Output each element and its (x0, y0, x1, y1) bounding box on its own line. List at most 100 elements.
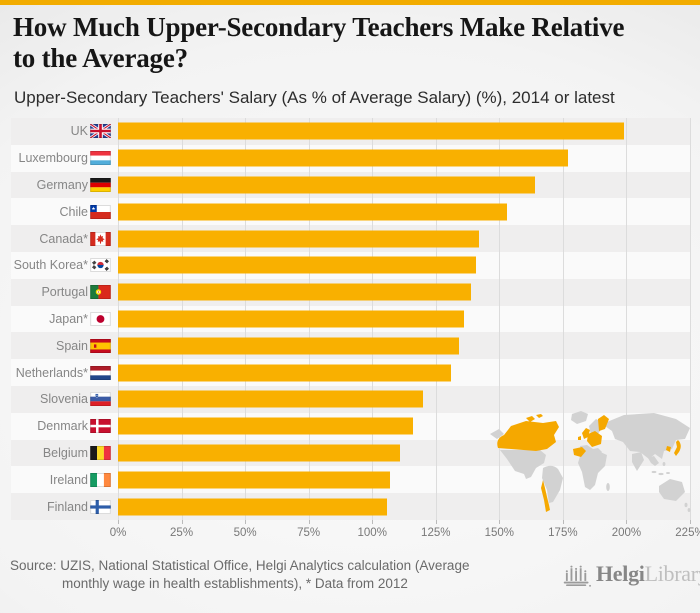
bar-track (118, 386, 690, 413)
table-row: Finland (11, 493, 690, 520)
country-label: Finland (47, 499, 88, 514)
flag-de-icon (90, 177, 111, 192)
bar-track (118, 279, 690, 306)
x-axis: 0% 25% 50% 75% 100% 125% 150% 175% 200% 225% (110, 527, 700, 543)
page-subtitle: Upper-Secondary Teachers' Salary (As % o… (14, 88, 615, 107)
country-label: Japan* (49, 311, 88, 326)
table-row: Portugal (11, 279, 690, 306)
flag-ie-icon (90, 472, 111, 487)
bar-si (118, 390, 424, 408)
country-label: Portugal (41, 285, 88, 300)
flag-es-icon (90, 338, 111, 353)
bar-track (118, 306, 690, 333)
flag-dk-icon (90, 419, 111, 434)
x-axis-tick-label: 125% (421, 527, 451, 539)
bar-chart: UK Luxembourg Germany Chile Canada* South Kor… (11, 118, 690, 520)
flag-ca-icon (90, 231, 111, 246)
country-label: Canada* (39, 231, 88, 246)
bar-track (118, 466, 690, 493)
source-note: Source: UZIS, National Statistical Offic… (10, 558, 470, 591)
country-label: Germany (36, 177, 88, 192)
x-axis-tick-label: 200% (611, 527, 642, 539)
table-row: Ireland (11, 466, 690, 493)
country-label: Chile (59, 204, 89, 219)
bar-track (118, 145, 690, 172)
bar-ie (118, 471, 391, 489)
country-label: Slovenia (40, 392, 88, 407)
x-axis-tick-label: 75% (297, 527, 321, 539)
x-axis-tick-label: 50% (233, 527, 257, 539)
x-axis-tick-label: 150% (484, 527, 515, 539)
table-row: Belgium (11, 440, 690, 467)
axis-tick (118, 520, 119, 524)
axis-tick (372, 520, 374, 524)
table-row: Spain (11, 332, 690, 359)
gridline (562, 118, 564, 520)
bar-track (118, 198, 690, 225)
flag-jp-icon (90, 311, 111, 326)
axis-tick (308, 520, 310, 524)
country-label: Spain (56, 338, 88, 353)
flag-pt-icon (90, 285, 111, 300)
page-title: How Much Upper-Secondary Teachers Make R… (13, 12, 625, 73)
country-label: Netherlands* (15, 365, 88, 380)
x-axis-tick-label: 100% (357, 527, 387, 539)
country-label: South Korea* (13, 258, 88, 273)
bar-kr (118, 256, 477, 274)
country-label: UK (70, 124, 88, 139)
x-axis-tick-label: 0% (109, 527, 127, 539)
country-label: Luxembourg (18, 151, 89, 166)
flag-fi-icon (90, 499, 111, 514)
country-label: Ireland (49, 472, 88, 487)
bar-track (118, 440, 690, 467)
bar-gb (118, 122, 624, 140)
axis-tick (499, 520, 501, 524)
axis-tick (626, 520, 628, 524)
axis-tick (245, 520, 247, 524)
flag-nl-icon (90, 365, 111, 380)
bar-ca (118, 230, 479, 248)
x-axis-tick-label: 25% (170, 527, 194, 539)
bar-jp (118, 310, 464, 328)
top-accent-bar (0, 0, 700, 5)
bar-dk (118, 417, 413, 435)
x-axis-tick-label: 175% (548, 527, 578, 539)
bar-nl (118, 364, 452, 382)
country-label: Denmark (37, 419, 88, 434)
bar-track (118, 359, 690, 386)
country-label: Belgium (42, 445, 88, 460)
flag-gb-icon (90, 124, 111, 139)
bar-cl (118, 203, 507, 221)
world-map-watermark (490, 411, 691, 512)
table-row: South Korea* (11, 252, 690, 279)
logo-text-primary: Helgi (596, 561, 645, 586)
bar-es (118, 337, 459, 355)
table-row: Chile (11, 198, 690, 225)
bar-be (118, 444, 401, 462)
bar-fi (118, 498, 388, 516)
table-row: Luxembourg (11, 145, 690, 172)
flag-lu-icon (90, 151, 111, 166)
table-row: Canada* (11, 225, 690, 252)
helgilibrary-logo[interactable]: HelgiLibrary. (562, 556, 700, 592)
bar-lu (118, 149, 568, 167)
bar-track (118, 332, 690, 359)
bar-track (118, 252, 690, 279)
x-axis-tick-label: 225% (675, 527, 700, 539)
table-row: Netherlands* (11, 359, 690, 386)
table-row: UK (11, 118, 690, 145)
axis-tick (435, 520, 437, 524)
bar-track (118, 493, 690, 520)
flag-si-icon (90, 392, 111, 407)
axis-tick (562, 520, 564, 524)
table-row: Slovenia (11, 386, 690, 413)
table-row: Japan* (11, 306, 690, 333)
logo-text-secondary: Library. (644, 561, 700, 586)
axis-tick (690, 520, 691, 524)
bar-de (118, 176, 535, 194)
bar-track (118, 172, 690, 199)
axis-ticks (118, 520, 691, 524)
gridline (626, 118, 628, 520)
flag-cl-icon (90, 204, 111, 219)
bar-track (118, 118, 690, 145)
